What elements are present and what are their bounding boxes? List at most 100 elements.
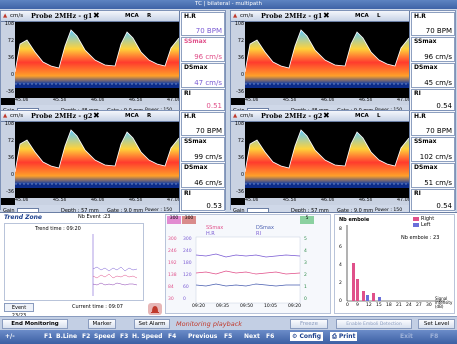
gate-value: Gate : 9.0 mm [107,208,144,212]
f3-key[interactable]: F3 [120,333,129,340]
doppler-panel-1: ▲ cm/s Probe 2MHz - g1 ✖ MCA R 108 72 36 0 -… [0,10,226,117]
ds-label: DSmax [184,164,208,171]
function-key-bar: +/- F1 B.Line F2 Speed F3 H. Speed F4 Pr… [0,330,457,344]
mute-icon[interactable]: ✖ [93,11,100,20]
end-monitoring-button[interactable]: End Monitoring [2,319,68,329]
time-axis: 45.0s 45.5s 46.0s 46.5s 47.0s [245,98,409,105]
ds-value: 47 cm/s [194,79,222,87]
trend-y-mid-tick: 300 [183,237,192,242]
panel-header: ▲ cm/s Probe 2MHz - g2 ✖ MCA R [1,111,179,122]
trend-y-mid-tick: 180 [183,261,192,266]
ds-box: DSmax 51 cm/s [411,163,455,188]
x-tick: 46.0s [321,198,335,203]
previous-key[interactable]: Previous [188,333,218,340]
f6-key[interactable]: F6 [266,333,275,340]
baseline-key[interactable]: B.Line [56,333,78,340]
enable-emboli-button[interactable]: Enable Emboli Detection [336,319,412,329]
x-tick: 45.0s [15,98,29,103]
x-tick: 46.5s [359,198,373,203]
h-speed-key[interactable]: H. Speed [132,333,163,340]
doppler-panel-4: ▲ cm/s Probe 2MHz - g2 ✖ MCA L 108 72 36 0 -… [230,110,456,217]
measurement-sidebar: H.R 70 BPM SSmax 102 cm/s DSmax 51 cm/s … [409,111,455,217]
ri-label: RI [184,90,191,97]
gain-slider[interactable] [247,208,269,212]
config-label: Config [299,333,322,340]
current-time: Current time : 09:07 [72,304,123,310]
gate-value: Gate : 9.0 mm [337,208,374,212]
y-tick: 108 [234,22,244,27]
ds-box: DSmax 47 cm/s [181,63,225,88]
control-bar: End Monitoring Marker Set Alarm Monitori… [0,316,457,330]
y-tick: 108 [234,122,244,127]
f8-key[interactable]: F8 [430,333,439,340]
mute-icon[interactable]: ✖ [323,111,330,120]
vessel-label: MCA [125,113,139,119]
status-text: Monitoring playback [176,320,243,328]
event-counter[interactable]: Event 23/23 [4,303,34,319]
time-axis: 45.0s 45.5s 46.0s 46.5s 47.0s [245,198,409,205]
mute-icon[interactable]: ✖ [93,111,100,120]
emboli-x-tick: 0 [346,303,349,308]
print-button[interactable]: ⎙ Print [330,332,358,341]
ri-box: RI 0.53 [181,189,225,211]
exit-key[interactable]: Exit [400,333,413,340]
bell-icon[interactable] [148,303,162,315]
ri-label: RI [184,190,191,197]
plus-minus-key[interactable]: +/- [5,333,15,340]
ss-box: SSmax 102 cm/s [411,137,455,162]
trend-zone-label: Trend Zone [4,214,42,221]
ri-value: 0.51 [206,102,222,110]
ss-value: 99 cm/s [194,153,222,161]
f1-key[interactable]: F1 [44,333,53,340]
x-tick: 46.0s [91,98,105,103]
trend-time: Trend time : 09:20 [35,226,81,232]
velocity-axis: 108 72 36 0 -36 [1,22,15,98]
gain-label: Gain [3,208,15,212]
ds-box: DSmax 46 cm/s [181,163,225,188]
config-button[interactable]: ⚙ Config [290,332,324,341]
trend-y-right-tick: 4 [304,249,307,254]
f2-key[interactable]: F2 [82,333,91,340]
y-tick: 72 [237,139,244,144]
time-axis: 45.0s 45.5s 46.0s 46.5s 47.0s [15,98,179,105]
print-label: Print [338,333,356,340]
side-tag: R [147,113,152,119]
emboli-y-tick: 2 [339,281,342,286]
mute-icon[interactable]: ✖ [323,11,330,20]
trend-x-tick: 09:35 [216,304,229,309]
nb-event: Nb Event :23 [78,214,111,220]
trend-x-tick: 09:20 [192,304,205,309]
ri-value: 0.54 [436,102,452,110]
y-tick: 0 [240,173,244,178]
y-tick: -36 [6,90,14,95]
f5-key[interactable]: F5 [224,333,233,340]
x-tick: 46.0s [321,98,335,103]
set-level-button[interactable]: Set Level [418,319,455,329]
set-alarm-button[interactable]: Set Alarm [134,319,170,329]
freeze-button[interactable]: Freeze [290,319,328,329]
trend-y-mid-tick: 60 [183,285,189,290]
x-tick: 47.0s [397,198,409,203]
y-tick: -36 [236,190,244,195]
emboli-y-tick: 6 [339,245,342,250]
legend-ds: DSmax [256,225,274,231]
marker-button[interactable]: Marker [88,319,116,329]
ds-label: DSmax [184,64,208,71]
scale-ss: 300 [167,216,181,224]
trend-y-left-tick: 192 [168,261,177,266]
trend-y-left-tick: 300 [168,237,177,242]
ds-label: DSmax [414,164,438,171]
panel-footer: Gain Depth : 57 mm Gate : 9.0 mm Power :… [1,205,179,212]
next-key[interactable]: Next [244,333,260,340]
x-tick: 47.0s [397,98,409,103]
probe-title: Probe 2MHz - g2 [31,112,93,120]
speed-key[interactable]: Speed [94,333,116,340]
f4-key[interactable]: F4 [168,333,177,340]
gain-slider[interactable] [17,208,39,212]
doppler-panel-2: ▲ cm/s Probe 2MHz - g1 ✖ MCA L 108 72 36 0 -… [230,10,456,117]
doppler-spectrum [15,29,179,88]
unit-label: cm/s [240,13,254,19]
trend-y-right-tick: 2 [304,273,307,278]
emboli-x-tick: 27 [416,303,422,308]
measurement-sidebar: H.R 70 BPM SSmax 96 cm/s DSmax 47 cm/s R… [179,11,225,117]
